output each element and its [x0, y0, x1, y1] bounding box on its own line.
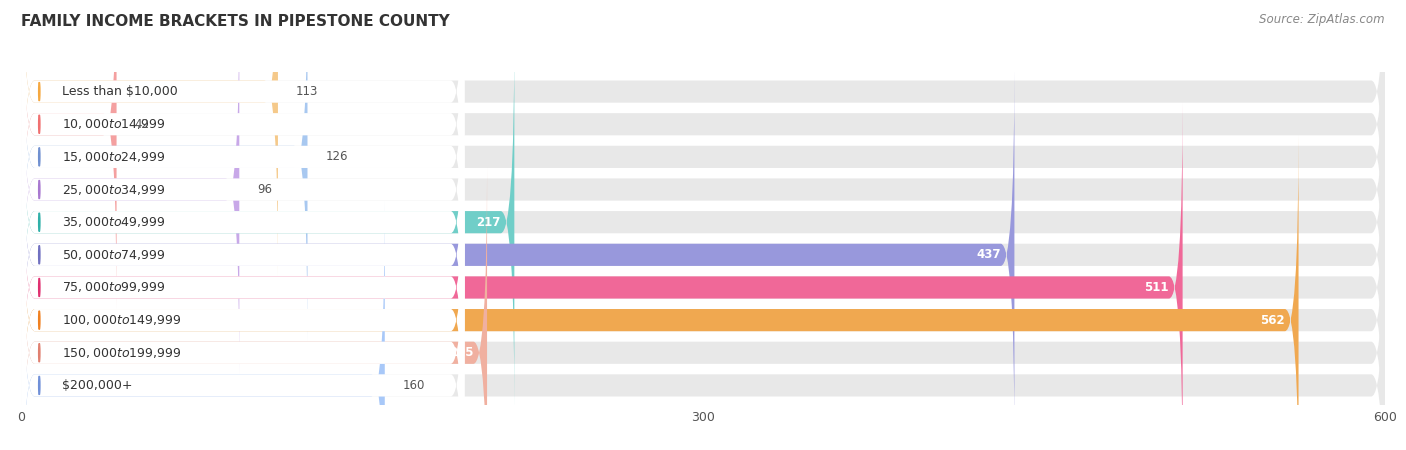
Text: $200,000+: $200,000+: [62, 379, 132, 392]
Text: 160: 160: [404, 379, 426, 392]
Text: $15,000 to $24,999: $15,000 to $24,999: [62, 150, 166, 164]
Text: $75,000 to $99,999: $75,000 to $99,999: [62, 280, 166, 294]
FancyBboxPatch shape: [21, 168, 464, 450]
FancyBboxPatch shape: [21, 135, 1299, 450]
Text: $10,000 to $14,999: $10,000 to $14,999: [62, 117, 166, 131]
FancyBboxPatch shape: [21, 168, 486, 450]
Text: $150,000 to $199,999: $150,000 to $199,999: [62, 346, 181, 360]
Text: 126: 126: [326, 150, 349, 163]
FancyBboxPatch shape: [21, 5, 1385, 374]
FancyBboxPatch shape: [21, 201, 464, 450]
Text: Source: ZipAtlas.com: Source: ZipAtlas.com: [1260, 14, 1385, 27]
Text: 511: 511: [1144, 281, 1168, 294]
FancyBboxPatch shape: [21, 0, 1385, 309]
FancyBboxPatch shape: [21, 168, 1385, 450]
Text: 205: 205: [449, 346, 474, 359]
FancyBboxPatch shape: [21, 0, 1385, 342]
FancyBboxPatch shape: [21, 135, 1385, 450]
FancyBboxPatch shape: [21, 0, 464, 309]
Text: $100,000 to $149,999: $100,000 to $149,999: [62, 313, 181, 327]
FancyBboxPatch shape: [21, 5, 239, 374]
FancyBboxPatch shape: [21, 0, 464, 276]
FancyBboxPatch shape: [21, 103, 1182, 450]
Text: $35,000 to $49,999: $35,000 to $49,999: [62, 215, 166, 229]
FancyBboxPatch shape: [21, 37, 1385, 407]
FancyBboxPatch shape: [21, 5, 464, 374]
FancyBboxPatch shape: [21, 0, 464, 342]
FancyBboxPatch shape: [21, 0, 1385, 276]
FancyBboxPatch shape: [21, 103, 464, 450]
FancyBboxPatch shape: [21, 37, 515, 407]
FancyBboxPatch shape: [21, 0, 278, 276]
FancyBboxPatch shape: [21, 201, 1385, 450]
FancyBboxPatch shape: [21, 135, 464, 450]
FancyBboxPatch shape: [21, 0, 117, 309]
FancyBboxPatch shape: [21, 201, 385, 450]
Text: 96: 96: [257, 183, 273, 196]
FancyBboxPatch shape: [21, 0, 308, 342]
FancyBboxPatch shape: [21, 70, 1014, 440]
FancyBboxPatch shape: [21, 70, 464, 440]
Text: 217: 217: [477, 216, 501, 229]
Text: 437: 437: [976, 248, 1001, 261]
Text: 113: 113: [297, 85, 319, 98]
FancyBboxPatch shape: [21, 103, 1385, 450]
FancyBboxPatch shape: [21, 70, 1385, 440]
FancyBboxPatch shape: [21, 37, 464, 407]
Text: 562: 562: [1260, 314, 1285, 327]
Text: 42: 42: [135, 118, 150, 131]
Text: FAMILY INCOME BRACKETS IN PIPESTONE COUNTY: FAMILY INCOME BRACKETS IN PIPESTONE COUN…: [21, 14, 450, 28]
Text: $25,000 to $34,999: $25,000 to $34,999: [62, 183, 166, 197]
Text: $50,000 to $74,999: $50,000 to $74,999: [62, 248, 166, 262]
Text: Less than $10,000: Less than $10,000: [62, 85, 177, 98]
